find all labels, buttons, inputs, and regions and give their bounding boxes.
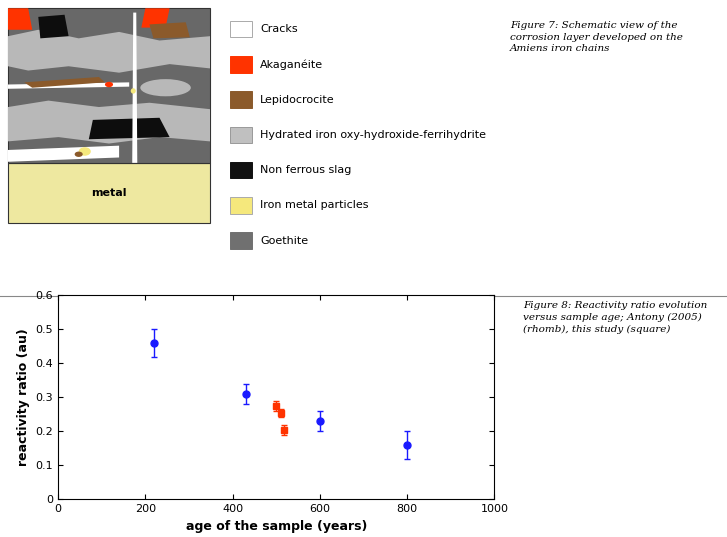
Bar [230, 21, 252, 38]
Y-axis label: reactivity ratio (au): reactivity ratio (au) [17, 329, 30, 466]
Polygon shape [150, 22, 190, 38]
Text: Lepidocrocite: Lepidocrocite [260, 95, 334, 105]
Bar [230, 162, 252, 178]
Bar [230, 91, 252, 108]
Bar [8, 8, 210, 163]
Bar [230, 197, 252, 214]
Bar [8, 163, 210, 223]
Polygon shape [141, 8, 169, 27]
Text: Goethite: Goethite [260, 236, 308, 245]
Polygon shape [89, 118, 169, 139]
Ellipse shape [131, 88, 136, 93]
Bar [230, 233, 252, 249]
Polygon shape [39, 14, 68, 38]
Ellipse shape [79, 147, 91, 156]
Polygon shape [8, 30, 210, 72]
Text: Figure 8: Reactivity ratio evolution
versus sample age; Antony (2005)
(rhomb), t: Figure 8: Reactivity ratio evolution ver… [523, 301, 707, 333]
Ellipse shape [140, 79, 190, 96]
Bar [230, 56, 252, 72]
Text: Akaganéite: Akaganéite [260, 59, 323, 70]
Text: Hydrated iron oxy-hydroxide-ferrihydrite: Hydrated iron oxy-hydroxide-ferrihydrite [260, 130, 486, 140]
Text: Non ferrous slag: Non ferrous slag [260, 165, 351, 175]
X-axis label: age of the sample (years): age of the sample (years) [185, 520, 367, 533]
Polygon shape [132, 12, 137, 163]
Bar [230, 127, 252, 143]
Polygon shape [8, 82, 129, 89]
Polygon shape [24, 77, 105, 88]
Text: Cracks: Cracks [260, 24, 297, 34]
Text: Iron metal particles: Iron metal particles [260, 200, 369, 211]
Ellipse shape [75, 151, 83, 157]
Text: metal: metal [92, 188, 126, 198]
Text: Figure 7: Schematic view of the
corrosion layer developed on the
Amiens iron cha: Figure 7: Schematic view of the corrosio… [510, 21, 683, 53]
Polygon shape [8, 8, 32, 30]
Polygon shape [8, 146, 119, 162]
Ellipse shape [105, 82, 113, 87]
Polygon shape [8, 100, 210, 143]
